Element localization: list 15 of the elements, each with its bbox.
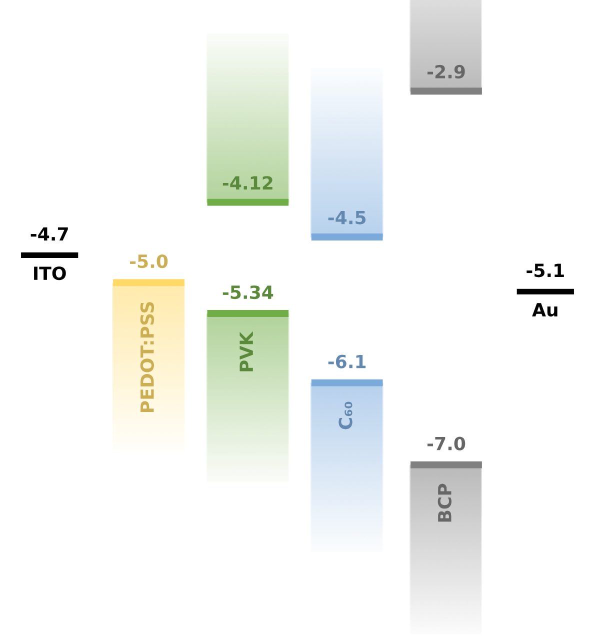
data-label: -5.0 xyxy=(130,254,168,268)
data-label: -4.7 xyxy=(30,227,68,241)
category-label: BCP xyxy=(438,484,452,522)
data-label: -6.1 xyxy=(328,354,366,368)
data-label: -5.34 xyxy=(222,285,274,300)
data-label: -7.0 xyxy=(427,436,466,450)
category-label: PVK xyxy=(240,331,253,372)
category-label: C₆₀ xyxy=(338,402,352,430)
category-label: Au xyxy=(532,303,558,317)
category-label: PEDOT:PSS xyxy=(140,302,154,412)
data-label: -4.5 xyxy=(328,210,366,224)
data-label: -5.1 xyxy=(526,264,564,278)
data-label: -4.12 xyxy=(222,176,272,190)
data-label: -2.9 xyxy=(427,64,465,79)
category-label: ITO xyxy=(34,266,66,280)
